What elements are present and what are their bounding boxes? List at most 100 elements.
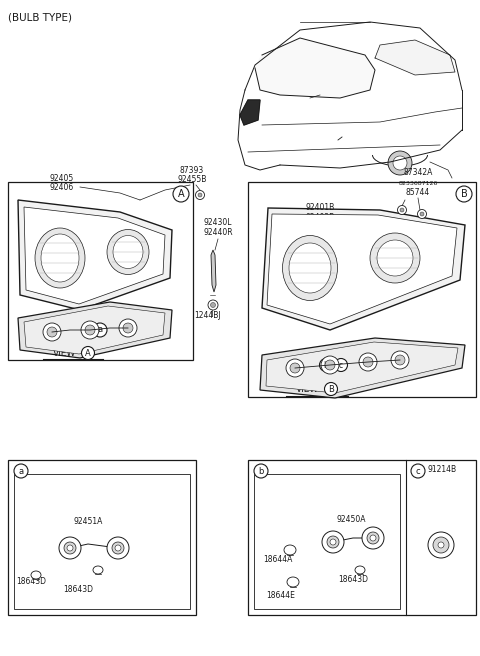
- Circle shape: [211, 302, 216, 308]
- Text: B: B: [328, 384, 334, 394]
- Text: 92440R: 92440R: [203, 228, 233, 237]
- Circle shape: [370, 535, 376, 541]
- Circle shape: [322, 531, 344, 553]
- Text: VIEW: VIEW: [53, 348, 76, 358]
- Ellipse shape: [35, 228, 85, 288]
- Ellipse shape: [283, 236, 337, 300]
- Circle shape: [438, 542, 444, 548]
- Circle shape: [173, 186, 189, 202]
- Ellipse shape: [287, 577, 299, 587]
- Text: 92451A: 92451A: [73, 518, 103, 527]
- Circle shape: [320, 358, 333, 371]
- Bar: [248, 182, 476, 397]
- Circle shape: [59, 537, 81, 559]
- Text: 18643D: 18643D: [63, 586, 93, 594]
- Polygon shape: [24, 207, 165, 304]
- Circle shape: [367, 532, 379, 544]
- Bar: [14, 474, 190, 609]
- Text: 18644A: 18644A: [263, 556, 292, 565]
- Ellipse shape: [113, 236, 143, 268]
- Circle shape: [359, 353, 377, 371]
- Circle shape: [418, 209, 427, 218]
- Circle shape: [286, 359, 304, 377]
- Polygon shape: [211, 250, 216, 292]
- Circle shape: [123, 323, 133, 333]
- Circle shape: [411, 464, 425, 478]
- Ellipse shape: [289, 243, 331, 293]
- Circle shape: [363, 357, 373, 367]
- Circle shape: [47, 327, 57, 337]
- Polygon shape: [267, 214, 457, 324]
- Circle shape: [420, 212, 424, 216]
- Circle shape: [43, 323, 61, 341]
- Text: 92402B: 92402B: [305, 213, 335, 222]
- Circle shape: [321, 356, 339, 374]
- Text: 1244BJ: 1244BJ: [195, 311, 221, 320]
- Text: 8233687126: 8233687126: [398, 181, 438, 186]
- Circle shape: [254, 464, 268, 478]
- Bar: [8, 182, 193, 360]
- Circle shape: [388, 151, 412, 175]
- Text: 92450A: 92450A: [336, 516, 366, 525]
- Ellipse shape: [107, 230, 149, 274]
- Text: 92405: 92405: [50, 174, 74, 183]
- Text: 92455B: 92455B: [177, 175, 207, 184]
- Circle shape: [81, 321, 99, 339]
- Text: b: b: [324, 361, 328, 369]
- Text: (BULB TYPE): (BULB TYPE): [8, 13, 72, 23]
- Ellipse shape: [355, 566, 365, 574]
- Polygon shape: [266, 342, 458, 393]
- Polygon shape: [260, 338, 465, 398]
- Circle shape: [208, 300, 218, 310]
- Text: VIEW: VIEW: [296, 384, 319, 394]
- Text: c: c: [416, 466, 420, 476]
- Bar: [254, 474, 400, 609]
- Ellipse shape: [377, 240, 413, 276]
- Circle shape: [290, 363, 300, 373]
- Circle shape: [85, 325, 95, 335]
- Text: 91214B: 91214B: [428, 466, 457, 474]
- Text: 85744: 85744: [406, 188, 430, 197]
- Text: B: B: [461, 189, 468, 199]
- Text: a: a: [18, 466, 24, 476]
- Circle shape: [456, 186, 472, 202]
- Ellipse shape: [31, 571, 41, 579]
- Circle shape: [335, 358, 348, 371]
- Polygon shape: [375, 40, 455, 75]
- Ellipse shape: [41, 234, 79, 282]
- Text: 92406: 92406: [50, 183, 74, 192]
- Text: b: b: [258, 466, 264, 476]
- Circle shape: [195, 190, 204, 199]
- Circle shape: [115, 545, 121, 551]
- Circle shape: [82, 346, 95, 359]
- Circle shape: [64, 542, 76, 554]
- Circle shape: [362, 527, 384, 549]
- Polygon shape: [240, 100, 260, 125]
- Text: 18644E: 18644E: [266, 590, 295, 600]
- Polygon shape: [18, 200, 172, 310]
- Circle shape: [393, 156, 407, 170]
- Circle shape: [112, 542, 124, 554]
- Text: c: c: [339, 361, 343, 369]
- Ellipse shape: [370, 233, 420, 283]
- Circle shape: [67, 545, 73, 551]
- Polygon shape: [18, 302, 172, 358]
- Circle shape: [119, 319, 137, 337]
- Circle shape: [327, 536, 339, 548]
- Circle shape: [325, 360, 335, 370]
- Text: 18643D: 18643D: [338, 575, 368, 584]
- Circle shape: [93, 323, 107, 337]
- Circle shape: [391, 351, 409, 369]
- Text: 92430L: 92430L: [204, 218, 232, 227]
- Circle shape: [395, 355, 405, 365]
- Ellipse shape: [284, 545, 296, 555]
- Circle shape: [397, 205, 407, 215]
- Text: 92401B: 92401B: [305, 203, 335, 212]
- Text: 87393: 87393: [180, 166, 204, 175]
- Polygon shape: [255, 38, 375, 98]
- Circle shape: [324, 382, 337, 396]
- Circle shape: [433, 537, 449, 553]
- Text: a: a: [97, 325, 103, 335]
- Circle shape: [428, 532, 454, 558]
- Circle shape: [400, 208, 404, 212]
